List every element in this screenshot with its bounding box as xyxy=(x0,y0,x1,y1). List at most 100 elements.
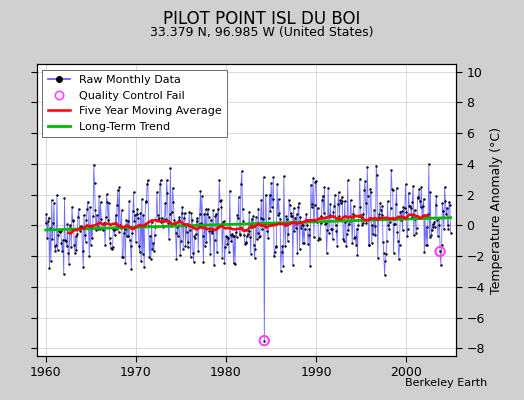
Point xyxy=(412,230,420,236)
Point xyxy=(397,216,405,223)
Point xyxy=(380,272,389,278)
Point xyxy=(430,219,438,225)
Point xyxy=(363,164,372,170)
Point xyxy=(157,219,166,226)
Point xyxy=(107,245,115,252)
Point xyxy=(353,252,362,258)
Point xyxy=(424,161,433,167)
Point xyxy=(199,259,208,265)
Point xyxy=(204,214,213,220)
Point xyxy=(112,212,120,218)
Point xyxy=(256,233,264,239)
Point xyxy=(301,226,309,232)
Point xyxy=(442,211,450,218)
Point xyxy=(384,198,392,204)
Point xyxy=(204,206,212,213)
Point xyxy=(277,248,286,255)
Point xyxy=(244,228,253,234)
Point xyxy=(135,243,143,250)
Point xyxy=(73,231,81,238)
Point xyxy=(291,214,299,221)
Point xyxy=(383,238,391,244)
Point xyxy=(320,184,329,190)
Point xyxy=(335,213,344,220)
Text: 33.379 N, 96.985 W (United States): 33.379 N, 96.985 W (United States) xyxy=(150,26,374,39)
Point xyxy=(310,202,319,209)
Point xyxy=(149,240,157,246)
Point xyxy=(369,231,377,238)
Point xyxy=(391,220,399,227)
Point xyxy=(130,218,138,224)
Point xyxy=(399,204,408,210)
Point xyxy=(74,214,82,220)
Point xyxy=(435,214,443,221)
Point xyxy=(426,189,434,195)
Point xyxy=(95,193,103,199)
Point xyxy=(223,234,231,240)
Y-axis label: Temperature Anomaly (°C): Temperature Anomaly (°C) xyxy=(490,126,504,294)
Point xyxy=(133,211,141,217)
Point xyxy=(391,201,400,208)
Point xyxy=(185,227,194,234)
Point xyxy=(292,225,300,231)
Point xyxy=(389,250,398,256)
Point xyxy=(148,246,157,253)
Point xyxy=(443,221,452,228)
Point xyxy=(270,253,278,259)
Point xyxy=(88,224,96,231)
Point xyxy=(417,204,425,210)
Point xyxy=(299,240,307,246)
Point xyxy=(182,223,190,229)
Point xyxy=(161,200,169,206)
Point xyxy=(150,248,158,254)
Point xyxy=(304,240,312,247)
Point xyxy=(190,233,199,239)
Point xyxy=(322,250,331,256)
Point xyxy=(368,222,377,228)
Point xyxy=(272,244,280,250)
Point xyxy=(147,219,156,226)
Point xyxy=(41,220,50,226)
Point xyxy=(265,215,273,221)
Point xyxy=(100,220,108,226)
Point xyxy=(183,229,191,235)
Point xyxy=(438,242,446,248)
Point xyxy=(263,228,271,234)
Point xyxy=(190,258,198,265)
Point xyxy=(72,247,81,254)
Point xyxy=(232,234,241,240)
Point xyxy=(405,190,413,196)
Point xyxy=(89,213,97,219)
Point xyxy=(176,251,184,258)
Point xyxy=(97,216,105,222)
Point xyxy=(43,235,51,242)
Point xyxy=(216,198,224,204)
Point xyxy=(242,240,250,246)
Point xyxy=(74,206,83,212)
Point xyxy=(201,242,209,249)
Point xyxy=(292,211,301,218)
Point xyxy=(385,226,393,233)
Point xyxy=(220,218,228,224)
Point xyxy=(325,230,333,236)
Point xyxy=(135,249,144,256)
Point xyxy=(339,236,347,242)
Point xyxy=(296,214,304,220)
Point xyxy=(167,223,176,229)
Point xyxy=(324,185,332,191)
Point xyxy=(253,236,261,242)
Point xyxy=(188,217,196,223)
Point xyxy=(164,219,172,226)
Point xyxy=(343,231,351,238)
Point xyxy=(401,204,409,211)
Point xyxy=(316,236,324,242)
Point xyxy=(261,191,270,198)
Point xyxy=(422,242,430,248)
Point xyxy=(151,224,160,230)
Point xyxy=(78,224,86,230)
Text: PILOT POINT ISL DU BOI: PILOT POINT ISL DU BOI xyxy=(163,10,361,28)
Point xyxy=(244,230,252,237)
Point xyxy=(362,200,370,206)
Point xyxy=(81,238,90,245)
Point xyxy=(235,194,243,200)
